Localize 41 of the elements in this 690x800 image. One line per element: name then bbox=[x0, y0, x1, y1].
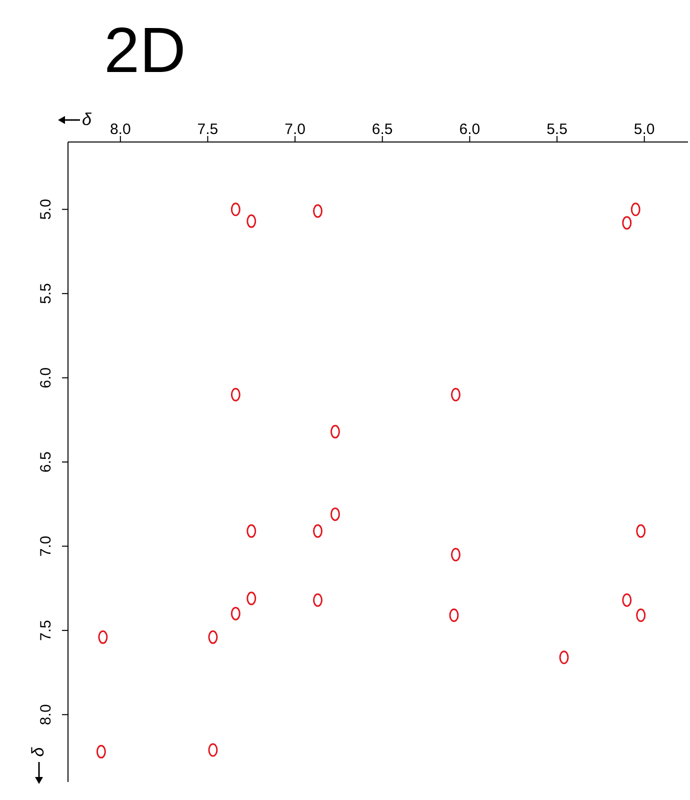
point bbox=[246, 214, 256, 228]
point bbox=[330, 424, 340, 438]
x-tick-label: 7.5 bbox=[197, 121, 218, 138]
chart-title: 2D bbox=[104, 13, 187, 88]
point bbox=[208, 743, 218, 757]
x-tick-label: 6.5 bbox=[372, 121, 393, 138]
point bbox=[630, 202, 640, 216]
x-tick-label: 6.0 bbox=[459, 121, 480, 138]
y-tick-label: 7.5 bbox=[38, 620, 54, 641]
point bbox=[636, 608, 646, 622]
point bbox=[559, 650, 569, 664]
point bbox=[312, 524, 322, 538]
point bbox=[330, 507, 340, 521]
x-tick-label: 5.5 bbox=[546, 121, 568, 138]
point bbox=[98, 630, 108, 644]
y-tick-label: 5.5 bbox=[38, 283, 54, 304]
y-tick-label: 7.0 bbox=[38, 536, 54, 557]
x-tick-label: 8.0 bbox=[110, 121, 131, 138]
x-tick-label: 5.0 bbox=[634, 121, 655, 138]
y-tick-label: 6.0 bbox=[38, 367, 54, 388]
point bbox=[636, 524, 646, 538]
point bbox=[246, 524, 256, 538]
y-tick-label: 8.0 bbox=[38, 704, 54, 726]
point bbox=[449, 608, 459, 622]
point bbox=[230, 202, 240, 216]
point bbox=[622, 216, 632, 230]
y-tick-label: 6.5 bbox=[38, 452, 54, 472]
x-axis-title: δ bbox=[82, 110, 92, 130]
point bbox=[230, 606, 240, 620]
point bbox=[450, 548, 460, 562]
point bbox=[246, 592, 256, 606]
point bbox=[230, 388, 240, 402]
x-tick-label: 7.0 bbox=[284, 121, 306, 138]
point bbox=[312, 204, 322, 218]
y-axis-title: δ bbox=[28, 747, 49, 757]
point bbox=[312, 593, 322, 607]
point bbox=[622, 593, 632, 607]
point bbox=[208, 630, 218, 644]
point bbox=[96, 744, 106, 758]
y-tick-label: 5.0 bbox=[38, 198, 54, 220]
point bbox=[450, 388, 460, 402]
